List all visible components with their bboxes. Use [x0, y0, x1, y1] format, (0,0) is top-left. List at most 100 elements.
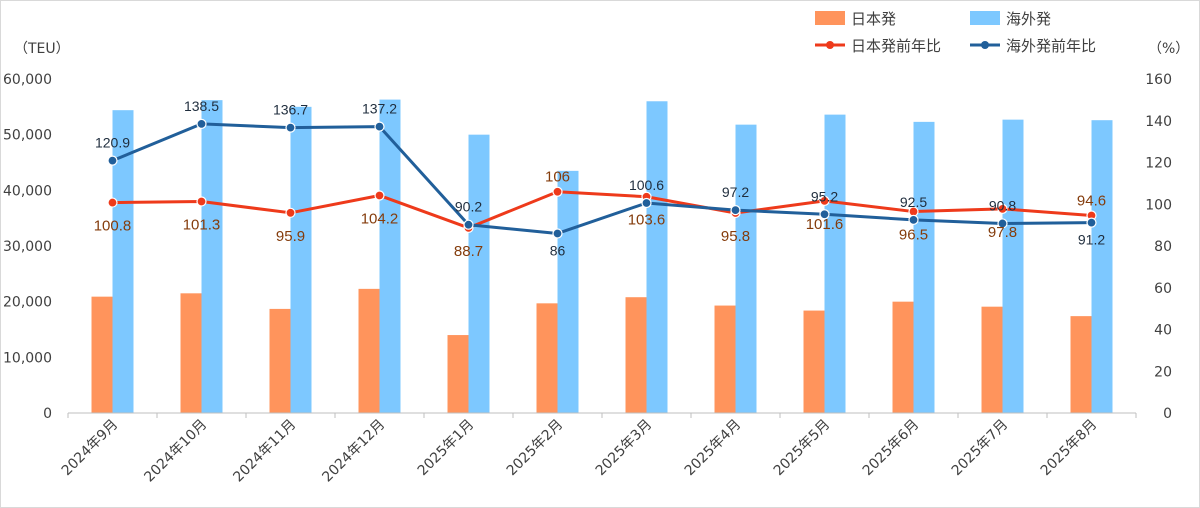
left-axis-tick-label: 50,000: [3, 128, 52, 144]
right-axis-tick-label: 100: [1145, 197, 1172, 213]
legend-overseas-bar-swatch: [970, 11, 1000, 25]
japan-yoy-data-label: 106: [545, 169, 570, 186]
bar-japan: [447, 335, 469, 413]
right-axis-tick-label: 60: [1154, 281, 1172, 297]
data-labels-layer: 100.8 101.3 95.9 104.2 88.7 106 103.6 95.8 101.6…: [94, 98, 1106, 260]
overseas-yoy-data-label: 97.2: [722, 184, 749, 200]
overseas-yoy-point: [1086, 217, 1097, 228]
bar-overseas: [1091, 120, 1113, 414]
japan-yoy-point: [374, 190, 385, 201]
bar-overseas: [112, 110, 134, 413]
overseas-yoy-point: [196, 118, 207, 129]
japan-yoy-point: [196, 196, 207, 207]
overseas-yoy-point: [730, 204, 741, 216]
japan-yoy-data-label: 104.2: [361, 210, 399, 227]
left-axis-tick-label: 40,000: [3, 183, 52, 199]
bar-overseas: [913, 121, 935, 413]
overseas-yoy-point: [641, 197, 652, 209]
japan-yoy-data-label: 96.5: [899, 227, 928, 244]
bars-layer: [91, 99, 1113, 414]
bar-japan: [892, 301, 914, 413]
legend-overseas-yoy-marker: [981, 41, 989, 49]
bar-overseas: [468, 134, 490, 413]
overseas-yoy-data-label: 136.7: [273, 102, 308, 118]
overseas-yoy-data-label: 90.8: [989, 197, 1016, 213]
overseas-yoy-line: [111, 122, 1092, 235]
overseas-yoy-data-label: 92.5: [900, 194, 927, 210]
bar-overseas: [557, 170, 579, 413]
japan-yoy-data-label: 94.6: [1077, 193, 1106, 210]
bar-overseas: [201, 100, 223, 414]
japan-yoy-data-label: 103.6: [628, 212, 666, 229]
legend-japan-bar-swatch: [815, 11, 845, 25]
overseas-yoy-data-label: 95.2: [811, 188, 838, 204]
overseas-yoy-point: [285, 122, 296, 133]
lines-layer: [107, 118, 1097, 239]
overseas-yoy-data-label: 137.2: [362, 101, 397, 117]
japan-yoy-point: [285, 207, 296, 218]
overseas-yoy-point: [463, 219, 474, 230]
japan-yoy-point: [107, 197, 118, 208]
overseas-yoy-point: [997, 218, 1008, 229]
bar-japan: [714, 305, 736, 413]
japan-yoy-data-label: 100.8: [94, 218, 132, 235]
legend-japan-yoy-marker: [826, 41, 834, 49]
right-axis-tick-label: 40: [1154, 323, 1172, 339]
bar-overseas: [379, 99, 401, 413]
legend-japan-yoy-label: 日本発前年比: [851, 37, 941, 55]
left-axis-tick-label: 60,000: [3, 72, 52, 88]
japan-yoy-data-label: 88.7: [454, 243, 483, 260]
bar-japan: [625, 297, 647, 413]
right-axis-tick-label: 80: [1154, 239, 1172, 255]
bar-japan: [803, 310, 825, 413]
left-axis-tick-label: 20,000: [3, 295, 52, 311]
japan-yoy-data-label: 95.9: [276, 228, 305, 245]
bar-overseas: [646, 101, 668, 414]
bar-japan: [269, 308, 291, 413]
bar-japan: [981, 306, 1003, 413]
japan-yoy-point: [552, 186, 563, 197]
right-axis-unit: （%）: [1148, 41, 1189, 57]
bar-overseas: [735, 124, 757, 413]
left-axis-tick-label: 30,000: [3, 239, 52, 255]
bar-japan: [1070, 316, 1092, 413]
japan-yoy-data-label: 101.3: [183, 217, 221, 234]
overseas-yoy-point: [374, 121, 385, 132]
overseas-yoy-data-label: 86: [550, 242, 566, 258]
bar-japan: [536, 303, 558, 413]
japan-yoy-data-label: 95.8: [721, 228, 750, 245]
right-axis-tick-label: 140: [1145, 114, 1172, 130]
japan-yoy-data-label: 97.8: [988, 224, 1017, 241]
right-axis-tick-label: 0: [1163, 406, 1172, 422]
legend-overseas-bar-label: 海外発: [1006, 10, 1051, 28]
japan-yoy-point: [997, 203, 1008, 214]
overseas-yoy-point: [819, 209, 830, 220]
overseas-yoy-point: [107, 155, 118, 166]
bar-overseas: [290, 106, 312, 413]
overseas-yoy-point: [908, 214, 919, 226]
left-axis-unit: （TEU）: [14, 41, 70, 57]
japan-yoy-data-label: 101.6: [806, 216, 844, 233]
right-axis-tick-label: 120: [1145, 156, 1172, 172]
bar-japan: [180, 293, 202, 413]
bar-japan: [91, 296, 113, 413]
japan-yoy-point: [819, 195, 830, 207]
japan-yoy-line: [112, 190, 1092, 230]
bar-overseas: [1002, 119, 1024, 414]
overseas-yoy-data-label: 138.5: [184, 98, 219, 114]
right-axis-tick-label: 160: [1145, 72, 1172, 88]
right-axis-tick-label: 20: [1154, 364, 1172, 380]
legend-japan-bar-label: 日本発: [851, 10, 896, 28]
overseas-yoy-data-label: 90.2: [455, 199, 482, 215]
overseas-yoy-data-label: 91.2: [1078, 232, 1105, 248]
overseas-yoy-data-label: 100.6: [629, 177, 664, 193]
legend-overseas-yoy-label: 海外発前年比: [1006, 37, 1096, 55]
overseas-yoy-point: [552, 228, 563, 239]
bar-japan: [358, 288, 380, 413]
bar-overseas: [824, 114, 846, 414]
left-axis-tick-label: 10,000: [3, 350, 52, 366]
